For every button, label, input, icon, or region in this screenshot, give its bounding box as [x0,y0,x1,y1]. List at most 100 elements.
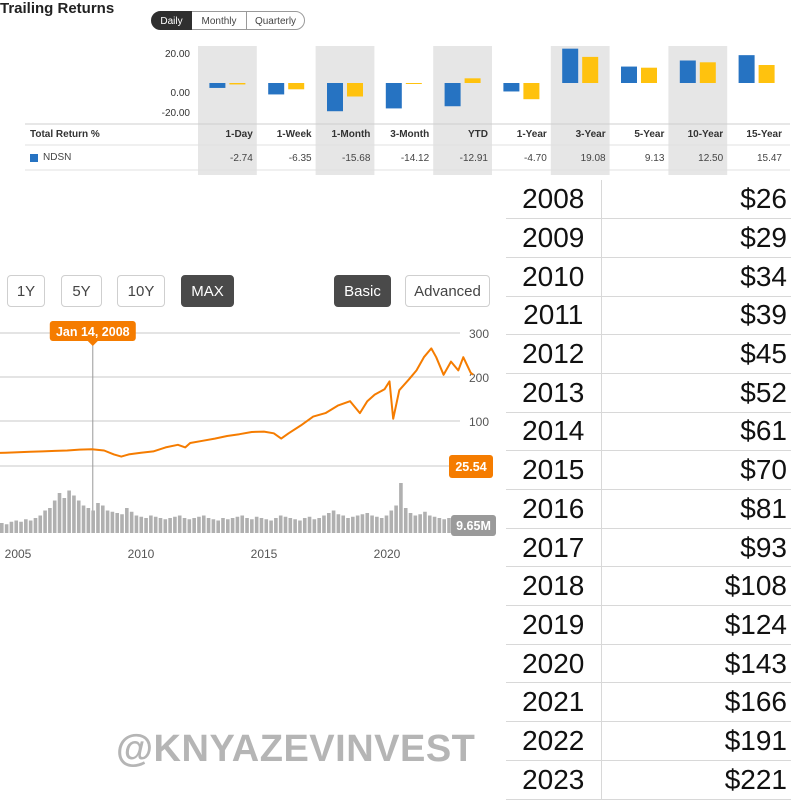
volume-bar [389,510,394,533]
volume-bar [221,518,225,533]
volume-bar [67,490,71,533]
volume-bar [312,519,317,533]
range-1y-button[interactable]: 1Y [7,275,45,307]
year-cell: 2014 [506,412,602,452]
period-header: 3-Year [575,129,606,140]
legend-label-ndsn: NDSN [43,152,72,163]
return-value: 19.08 [580,153,606,164]
toggle-monthly[interactable]: Monthly [192,11,247,30]
volume-bar [427,515,432,533]
x-tick-label: 2020 [374,547,401,561]
bar-benchmark-1-year [523,83,540,100]
volume-bar [110,511,115,533]
volume-bar [43,510,47,533]
bar-ndsn-3-year [562,48,579,83]
trailing-returns-chart [25,46,790,175]
volume-bar [57,493,62,533]
volume-bar [259,518,264,533]
volume-bar [139,516,144,533]
toggle-daily[interactable]: Daily [151,11,192,30]
volume-bar [341,515,346,533]
volume-bar [293,519,297,533]
volume-bar [403,508,408,533]
bar-ndsn-10-year [679,60,696,83]
total-return-label: Total Return % [30,129,100,140]
volume-bar [149,515,153,533]
price-cell: $61 [601,412,791,452]
table-row: 2020 $143 [506,644,791,684]
date-tooltip: Jan 14, 2008 [49,321,136,346]
range-max-button[interactable]: MAX [181,275,234,307]
year-cell: 2019 [506,605,602,645]
volume-bar [298,520,302,533]
advanced-view-button[interactable]: Advanced [405,275,490,307]
period-header: 10-Year [687,129,724,140]
column-shade [550,46,610,175]
year-cell: 2013 [506,373,602,413]
volume-bar [375,516,379,533]
volume-bar [269,520,273,533]
volume-bar [288,518,293,533]
toggle-quarterly[interactable]: Quarterly [246,11,305,30]
volume-bar [360,514,365,533]
volume-bar [278,515,283,533]
volume-bar [331,510,336,533]
table-row: 2019 $124 [506,605,791,645]
price-cell: $39 [601,296,791,336]
volume-bar [226,519,230,533]
year-cell: 2012 [506,334,602,374]
volume-bar [9,521,14,533]
volume-bar [351,516,355,533]
volume-bar [211,519,216,533]
bar-benchmark-3-year [582,56,599,83]
period-header: 15-Year [746,129,782,140]
volume-bar [254,516,259,533]
volume-bar [33,518,38,533]
volume-bar [187,519,192,533]
volume-label: 9.65M [456,519,491,533]
bar-benchmark-ytd [464,78,481,83]
volume-bar [230,518,235,533]
price-line [0,347,474,458]
price-cell: $70 [601,450,791,490]
bar-ndsn-3-month [385,83,402,109]
return-value: 12.50 [698,153,724,164]
table-row: 2017 $93 [506,528,791,568]
price-cell: $108 [601,566,791,607]
volume-bar [423,511,427,533]
volume-bar [326,513,331,533]
volume-bar [0,523,4,533]
bar-benchmark-15-year [758,65,775,83]
year-cell: 2017 [506,528,602,568]
volume-bar [4,524,9,533]
basic-view-button[interactable]: Basic [334,275,391,307]
range-5y-button[interactable]: 5Y [61,275,102,307]
table-row: 2014 $61 [506,412,791,452]
volume-bar [38,515,43,533]
volume-bar [182,518,187,533]
range-10y-button[interactable]: 10Y [117,275,165,307]
table-row: 2012 $45 [506,334,791,374]
volume-bar [158,518,163,533]
x-tick-label: 2010 [128,547,155,561]
volume-bar [134,515,139,533]
volume-bar [235,516,240,533]
bar-benchmark-1-day [229,83,246,85]
volume-bar [437,518,442,533]
volume-bar [322,515,326,533]
table-row: 2023 $221 [506,760,791,800]
table-row: 2015 $70 [506,450,791,490]
current-price-label: 25.54 [455,460,486,474]
volume-bar [177,515,182,533]
volume-bar [336,514,341,533]
period-header: 5-Year [634,129,665,140]
price-cell: $29 [601,218,791,258]
table-row: 2013 $52 [506,373,791,413]
price-cell: $93 [601,528,791,568]
column-shade [315,46,375,175]
volume-bar [317,518,321,533]
year-price-table: 2008 $26 2009 $29 2010 $34 2011 $39 2012 $45 2013 $… [506,180,791,800]
price-history-chart: 100 200 300 2005 2010 2015 2020 Jan 14, 2008 25.… [0,321,496,561]
volume-bar [24,519,28,533]
bar-benchmark-1-month [347,83,363,97]
